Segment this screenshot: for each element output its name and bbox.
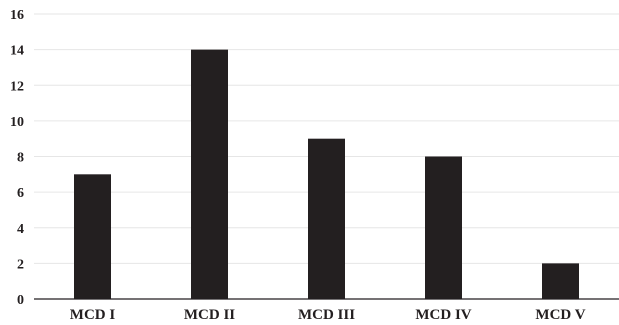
bar-mcd-v bbox=[542, 263, 579, 299]
bar-mcd-i bbox=[74, 174, 111, 299]
bar-mcd-iii bbox=[308, 138, 345, 299]
y-axis-tick-labels: 0 2 4 6 8 10 12 14 16 bbox=[10, 8, 24, 308]
x-category-label: MCD II bbox=[184, 307, 235, 323]
x-category-label: MCD V bbox=[535, 307, 585, 323]
bar-mcd-iv bbox=[425, 156, 462, 299]
y-tick-label: 0 bbox=[17, 293, 24, 308]
y-tick-label: 8 bbox=[17, 151, 24, 166]
y-tick-label: 6 bbox=[17, 186, 24, 201]
x-category-label: MCD I bbox=[70, 307, 116, 323]
bars bbox=[74, 49, 579, 299]
x-category-label: MCD III bbox=[298, 307, 355, 323]
y-tick-label: 10 bbox=[10, 115, 24, 130]
y-tick-label: 14 bbox=[10, 44, 24, 59]
x-category-label: MCD IV bbox=[415, 307, 471, 323]
y-tick-label: 12 bbox=[10, 79, 24, 94]
y-tick-label: 4 bbox=[17, 222, 24, 237]
bar-mcd-ii bbox=[191, 49, 228, 299]
y-tick-label: 2 bbox=[17, 257, 24, 272]
x-axis-category-labels: MCD I MCD II MCD III MCD IV MCD V bbox=[70, 307, 586, 323]
y-tick-label: 16 bbox=[10, 8, 24, 23]
